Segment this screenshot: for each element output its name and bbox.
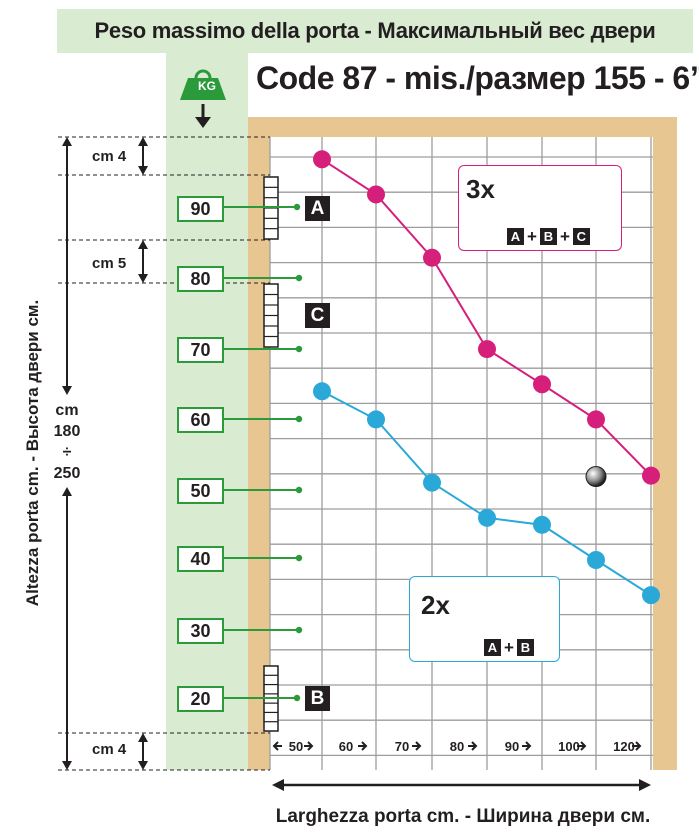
x-tick: 120: [613, 739, 635, 754]
kg-label: KG: [198, 79, 216, 93]
hinge-badge-c: C: [305, 303, 330, 328]
weight-connector-dot: [295, 554, 303, 562]
weight-tick: 60: [177, 407, 224, 433]
series-point: [587, 410, 605, 429]
weight-tick: 90: [177, 196, 224, 222]
legend-three-combo: A + B + C: [507, 226, 590, 247]
weight-connector-dot: [295, 486, 303, 494]
height-arrow-upper-head: [62, 137, 72, 146]
dimension-dashes: [58, 136, 270, 771]
grey-ball-marker: [585, 466, 607, 488]
x-tick: 70: [394, 739, 410, 754]
dimension-arrows: [62, 137, 651, 791]
x-axis-label: Larghezza porta cm. - Ширина двери см.: [275, 806, 651, 827]
series-point: [367, 185, 385, 204]
legend-badge-b: B: [539, 228, 557, 246]
series-point: [423, 473, 441, 492]
legend-two-count: 2x: [421, 590, 450, 620]
x-tick-arrow: [304, 741, 314, 751]
legend-plus: +: [504, 637, 514, 657]
legend-badge-c: C: [572, 228, 590, 246]
series-point: [423, 248, 441, 267]
series-point: [642, 466, 660, 485]
x-tick-arrow: [412, 741, 422, 751]
gap-mid-arrow-head: [138, 240, 148, 249]
weight-tick: 70: [177, 337, 224, 363]
weight-icon: [180, 69, 226, 128]
x-tick: 80: [449, 739, 465, 754]
height-range-max: 250: [53, 465, 81, 482]
hinge-badge-b: B: [305, 686, 330, 711]
x-tick-arrow: [632, 741, 642, 751]
x-tick-arrow: [522, 741, 532, 751]
series-point: [313, 150, 331, 169]
gap-mid-arrow-head: [138, 274, 148, 283]
page-title: Code 87 - mis./размер 155 - 6”: [256, 60, 699, 96]
gap-bottom-label: cm 4: [92, 741, 127, 758]
height-range-min: 180: [53, 423, 81, 440]
width-arrow-head: [639, 779, 651, 791]
weight-connector-dot: [295, 274, 303, 282]
legend-badge-b: B: [516, 639, 534, 657]
series-point: [587, 551, 605, 569]
weight-tick: 20: [177, 686, 224, 712]
weight-tick: 40: [177, 546, 224, 572]
legend-badge-a: A: [484, 639, 501, 657]
gap-bottom-arrow-head: [138, 733, 148, 742]
weight-tick: 30: [177, 618, 224, 644]
y-axis-label: Altezza porta cm. - Высота двери см.: [23, 299, 42, 607]
x-tick: 90: [504, 739, 520, 754]
weight-connector-dot: [293, 694, 301, 702]
series-point: [642, 586, 660, 605]
series-point: [533, 375, 551, 394]
gap-mid-label: cm 5: [92, 255, 127, 272]
weight-tick: 80: [177, 266, 224, 292]
gap-top-arrow-head: [138, 166, 148, 175]
x-tick: 100: [558, 739, 580, 754]
weight-tick: 50: [177, 478, 224, 504]
series-point: [478, 508, 496, 527]
banner-title: Peso massimo della porta - Максимальный …: [94, 18, 656, 43]
legend-badge-a: A: [507, 228, 524, 246]
x-tick-arrow: [272, 741, 282, 751]
series-point: [533, 515, 551, 534]
height-arrow-upper-head: [62, 386, 72, 395]
height-arrow-lower-head: [62, 487, 72, 496]
x-tick: 50: [288, 739, 304, 754]
height-range-unit: cm: [55, 402, 79, 419]
height-arrow-lower-head: [62, 761, 72, 770]
series-point: [367, 410, 385, 429]
chart-series: [313, 150, 660, 641]
series-point: [478, 340, 496, 359]
x-tick-arrow: [468, 741, 478, 751]
x-tick-arrow: [577, 741, 587, 751]
legend-plus: +: [527, 226, 537, 246]
x-tick: 60: [338, 739, 354, 754]
gap-bottom-arrow-head: [138, 761, 148, 770]
x-tick-arrow: [358, 741, 368, 751]
weight-connectors: [224, 203, 303, 702]
weight-connector-dot: [295, 345, 303, 353]
height-range-sep: ÷: [62, 444, 72, 461]
width-arrow-head: [272, 779, 284, 791]
weight-connector-dot: [293, 203, 301, 211]
gap-top-arrow-head: [138, 137, 148, 146]
series-point: [313, 382, 331, 401]
legend-two-combo: A + B: [484, 637, 534, 658]
weight-connector-dot: [295, 415, 303, 423]
header-banner: [57, 9, 693, 53]
hinge-badge-a: A: [305, 196, 330, 221]
weight-connector-dot: [295, 626, 303, 634]
gap-top-label: cm 4: [92, 148, 127, 165]
legend-three-count: 3x: [466, 174, 495, 204]
legend-plus: +: [559, 226, 570, 246]
legend-three-hinges: [458, 165, 622, 251]
height-range: cm 180 ÷ 250: [53, 398, 81, 486]
